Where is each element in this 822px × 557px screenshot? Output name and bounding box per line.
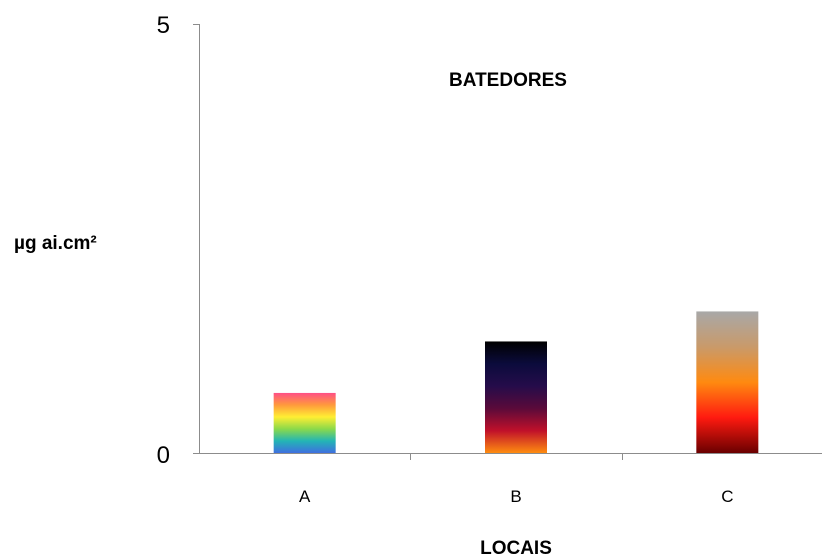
bar-b: [485, 341, 547, 453]
y-tick-label-max: 5: [157, 12, 170, 39]
bar-c: [696, 311, 759, 453]
y-tick-label-min: 0: [157, 442, 170, 469]
category-label-a: A: [299, 487, 311, 506]
chart-title: BATEDORES: [449, 70, 567, 91]
bars-group: [273, 311, 759, 453]
category-labels: A B C: [299, 487, 733, 506]
bar-a: [273, 392, 336, 453]
x-ticks: [410, 453, 623, 460]
y-axis-label: µg ai.cm²: [14, 233, 97, 254]
category-label-c: C: [721, 487, 733, 506]
x-axis-label: LOCAIS: [480, 538, 552, 557]
category-label-b: B: [510, 487, 521, 506]
